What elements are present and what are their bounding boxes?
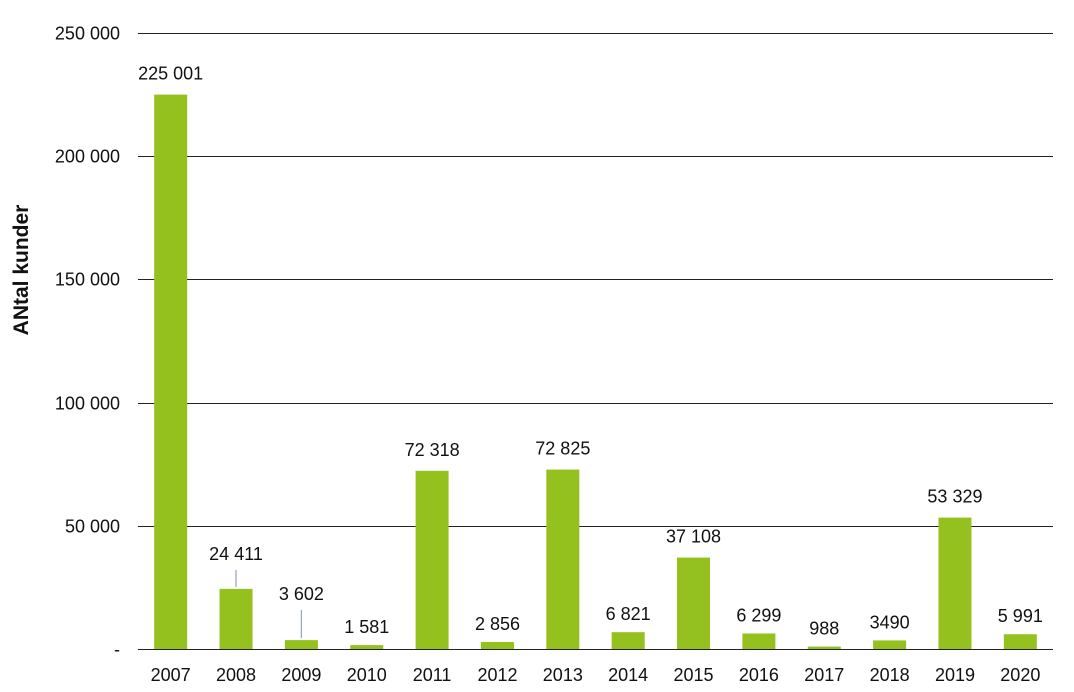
data-label: 3490 <box>870 612 910 632</box>
x-axis-tick-labels: 2007 2008 2009 2010 2011 2012 2013 2014 2015 2016… <box>151 665 1041 685</box>
data-label: 3 602 <box>279 584 324 604</box>
y-tick-label: 150 000 <box>55 270 120 290</box>
data-label: 53 329 <box>927 487 982 507</box>
x-tick-label: 2013 <box>543 665 583 685</box>
y-axis-tick-labels: - 50 000 100 000 150 000 200 000 250 000 <box>55 24 120 660</box>
x-tick-label: 2011 <box>413 665 452 685</box>
bar <box>284 640 318 649</box>
bar <box>219 588 253 649</box>
data-label: 988 <box>809 619 839 639</box>
bar <box>546 469 580 649</box>
data-label: 5 991 <box>998 606 1043 626</box>
x-tick-label: 2017 <box>804 665 844 685</box>
y-tick-label: 50 000 <box>65 517 120 537</box>
bar <box>873 640 907 649</box>
bar <box>480 641 514 649</box>
x-tick-label: 2014 <box>608 665 648 685</box>
y-tick-label: - <box>114 640 120 660</box>
x-tick-label: 2020 <box>1000 665 1040 685</box>
y-tick-label: 250 000 <box>55 24 120 44</box>
x-tick-label: 2019 <box>935 665 975 685</box>
data-label: 225 001 <box>138 64 203 84</box>
bar <box>154 94 188 649</box>
y-axis-title: ANtal kunder <box>10 205 33 336</box>
x-tick-label: 2018 <box>870 665 910 685</box>
bar <box>1003 634 1037 649</box>
bar <box>742 633 776 649</box>
gridlines <box>138 33 1053 650</box>
bar <box>415 470 449 649</box>
data-label: 6 821 <box>606 604 651 624</box>
x-tick-label: 2015 <box>674 665 714 685</box>
data-label: 72 825 <box>535 439 590 459</box>
x-tick-label: 2016 <box>739 665 779 685</box>
data-label: 37 108 <box>666 527 721 547</box>
data-label: 2 856 <box>475 614 520 634</box>
label-leader-lines <box>235 570 303 639</box>
x-tick-label: 2012 <box>477 665 517 685</box>
y-tick-label: 100 000 <box>55 394 120 414</box>
bar <box>807 646 841 649</box>
bar <box>677 557 711 649</box>
bars <box>154 94 1037 649</box>
x-tick-label: 2009 <box>281 665 321 685</box>
data-label: 72 318 <box>405 440 460 460</box>
data-label: 1 581 <box>344 617 389 637</box>
x-tick-label: 2010 <box>347 665 387 685</box>
data-labels: 225 001 24 411 3 602 1 581 72 318 2 856 72 825… <box>138 64 1043 639</box>
y-tick-label: 200 000 <box>55 147 120 167</box>
data-label: 24 411 <box>209 544 263 564</box>
x-tick-label: 2007 <box>151 665 191 685</box>
x-tick-label: 2008 <box>216 665 256 685</box>
bar <box>938 517 972 649</box>
bar <box>611 632 645 649</box>
data-label: 6 299 <box>736 605 781 625</box>
bar <box>350 645 384 649</box>
